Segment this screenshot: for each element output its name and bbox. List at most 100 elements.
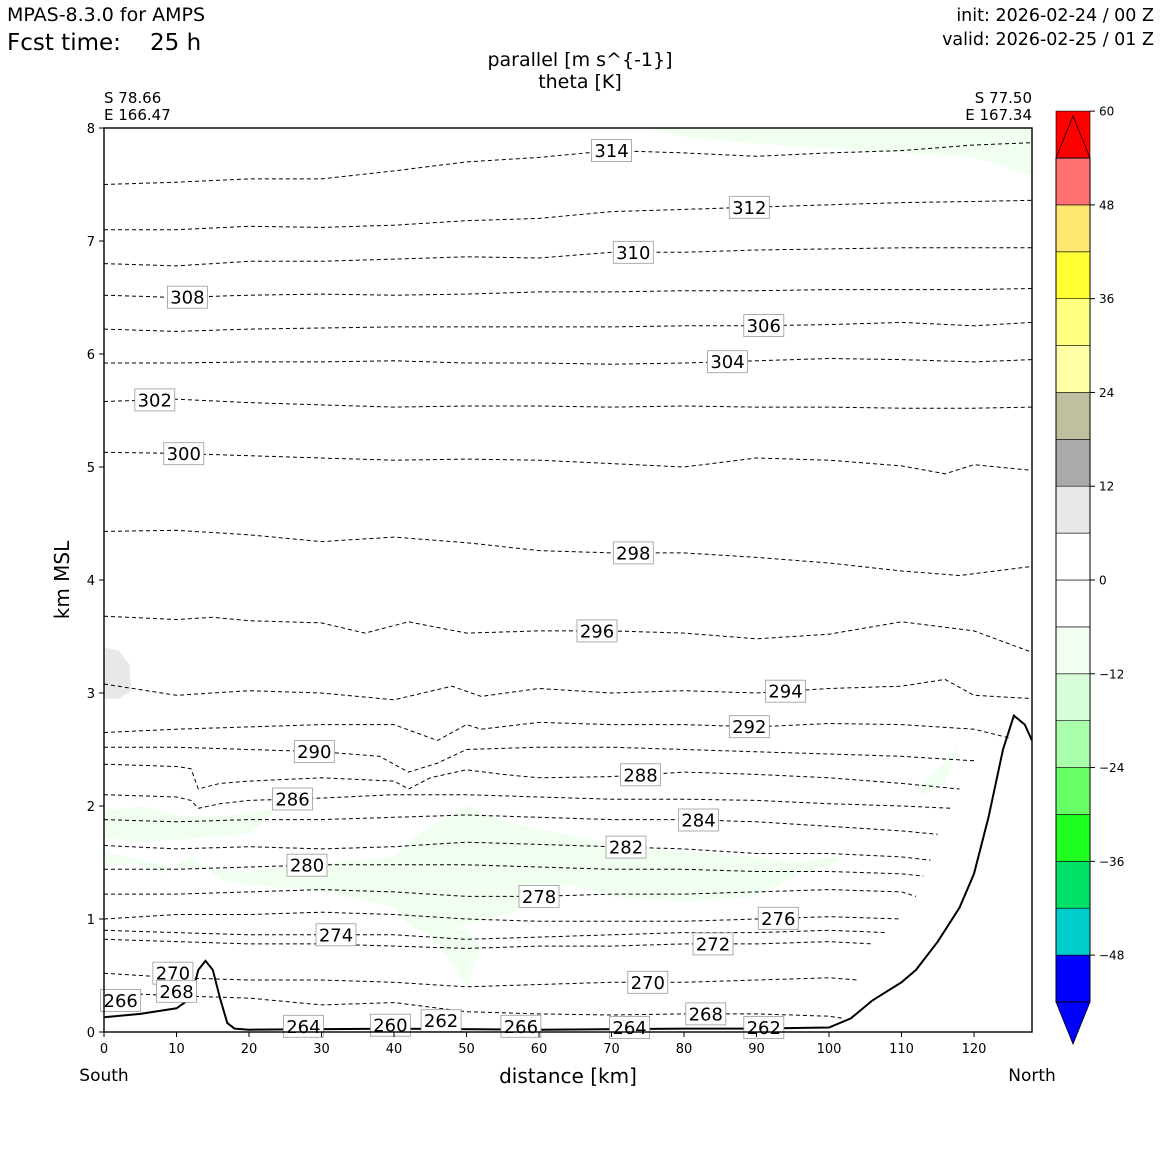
contour-label-296-box (576, 619, 618, 643)
colorbar-bin-14 (1055, 298, 1091, 346)
theta-contour-272 (104, 938, 873, 949)
contour-label-306: 306 (743, 314, 785, 338)
contour-label-268-text: 268 (689, 1004, 723, 1025)
contour-label-272-box (692, 932, 734, 956)
theta-contour-268 (104, 992, 844, 1019)
contour-label-284: 284 (678, 808, 719, 832)
contour-label-extra-4: 260 (369, 1013, 411, 1037)
colorbar-bin-4 (1055, 767, 1091, 815)
colorbar-under-arrow (1055, 1001, 1091, 1046)
theta-contour-310 (104, 247, 1032, 267)
fcst-label: Fcst time: (7, 30, 121, 56)
contour-label-286: 286 (272, 787, 313, 811)
contour-label-304-box (707, 350, 748, 374)
colorbar-tick-label-1: −36 (1099, 855, 1124, 869)
colorbar-tick-label-8: 48 (1099, 198, 1114, 212)
colorbar-bin-7 (1055, 626, 1091, 675)
y-tick-label-4: 4 (87, 574, 95, 589)
x-tick-label-40: 40 (386, 1042, 403, 1057)
contour-label-290-text: 290 (297, 742, 331, 763)
valid-time: valid: 2026-02-25 / 01 Z (942, 30, 1154, 50)
contour-label-312-box (728, 195, 770, 219)
contour-label-extra-6-text: 266 (504, 1017, 538, 1038)
contour-label-296: 296 (576, 619, 618, 643)
left-endpoint-lon: E 166.47 (104, 106, 171, 124)
contour-label-294-box (765, 679, 806, 703)
contour-label-300-text: 300 (167, 444, 201, 465)
theta-contours (104, 142, 1032, 1019)
north-label: North (1008, 1066, 1056, 1086)
x-tick-label-0: 0 (100, 1042, 108, 1057)
contour-label-extra-4-box (369, 1013, 411, 1037)
theta-contour-282 (104, 841, 931, 861)
contour-label-292-text: 292 (732, 717, 766, 738)
contour-label-extra-8-text: 262 (747, 1018, 781, 1039)
contour-label-286-box (272, 787, 313, 811)
contour-label-302: 302 (134, 388, 176, 411)
init-time: init: 2026-02-24 / 00 Z (956, 6, 1154, 26)
contour-label-270: 270 (627, 970, 669, 994)
y-tick-label-6: 6 (87, 348, 95, 363)
contour-label-274-box (315, 923, 357, 947)
contour-label-292: 292 (728, 715, 770, 738)
contour-label-282-text: 282 (609, 838, 643, 859)
y-tick-label-8: 8 (87, 122, 95, 137)
contour-label-310: 310 (612, 240, 654, 264)
contour-label-extra-1: 268 (156, 979, 197, 1003)
wind-shade-region-0 (647, 128, 1032, 176)
x-tick-label-10: 10 (168, 1042, 185, 1057)
contour-label-274-text: 274 (319, 925, 353, 946)
contour-label-extra-5-text: 262 (424, 1011, 458, 1032)
colorbar-bin-11 (1055, 438, 1091, 487)
contour-label-extra-5: 262 (420, 1009, 462, 1032)
x-tick-label-80: 80 (676, 1042, 693, 1057)
y-tick-label-5: 5 (87, 461, 95, 476)
x-tick-label-120: 120 (962, 1042, 987, 1057)
contour-label-282-box (605, 835, 647, 859)
contour-label-308-box (166, 285, 208, 309)
x-tick-label-50: 50 (458, 1042, 475, 1057)
colorbar-bin-0 (1055, 954, 1091, 1003)
contour-label-306-box (743, 314, 785, 338)
contour-label-296-text: 296 (580, 621, 614, 642)
contour-label-284-box (678, 808, 719, 832)
x-tick-label-110: 110 (889, 1042, 914, 1057)
colorbar-tick-label-9: 60 (1099, 105, 1114, 119)
contour-label-314: 314 (591, 139, 632, 162)
contour-label-270-text: 270 (631, 973, 665, 994)
theta-contour-314 (104, 142, 1032, 185)
axes: 0 10 20 30 40 50 60 70 80 90 100 110 120 0 1 2 3 4 5 6 7 8 (87, 122, 987, 1057)
theta-contour-296 (104, 615, 1032, 653)
x-tick-label-90: 90 (748, 1042, 765, 1057)
x-tick-label-60: 60 (531, 1042, 548, 1057)
contour-label-268: 268 (685, 1002, 727, 1025)
contour-label-294: 294 (765, 679, 806, 703)
x-tick-label-20: 20 (241, 1042, 258, 1057)
contour-label-300: 300 (163, 442, 205, 465)
contour-label-extra-0: 270 (152, 961, 194, 985)
right-endpoint-lon: E 167.34 (965, 106, 1032, 124)
colorbar-bin-10 (1055, 485, 1091, 534)
contour-label-288-box (620, 763, 661, 787)
contour-label-314-text: 314 (594, 141, 628, 162)
colorbar-bin-2 (1055, 860, 1091, 909)
contour-label-312-text: 312 (732, 198, 766, 219)
wind-shade-region-5 (104, 647, 132, 699)
contour-label-extra-0-text: 270 (156, 964, 190, 985)
colorbar-bin-6 (1055, 673, 1091, 721)
wind-shade-region-2 (104, 806, 278, 843)
colorbar-bin-1 (1055, 907, 1091, 956)
contour-label-272-text: 272 (696, 934, 730, 955)
contour-label-extra-7: 264 (609, 1016, 650, 1039)
wind-shade-region-3 (430, 928, 481, 990)
contour-label-extra-8: 262 (743, 1016, 785, 1039)
contour-label-298: 298 (612, 541, 654, 564)
contour-label-306-text: 306 (747, 316, 781, 337)
colorbar-tick-label-2: −24 (1099, 761, 1124, 775)
contour-label-extra-6: 266 (500, 1014, 542, 1038)
contour-label-310-text: 310 (616, 243, 650, 264)
contour-label-294-text: 294 (768, 682, 802, 703)
colorbar-bin-16 (1055, 204, 1091, 253)
contour-label-276-box (757, 906, 799, 930)
